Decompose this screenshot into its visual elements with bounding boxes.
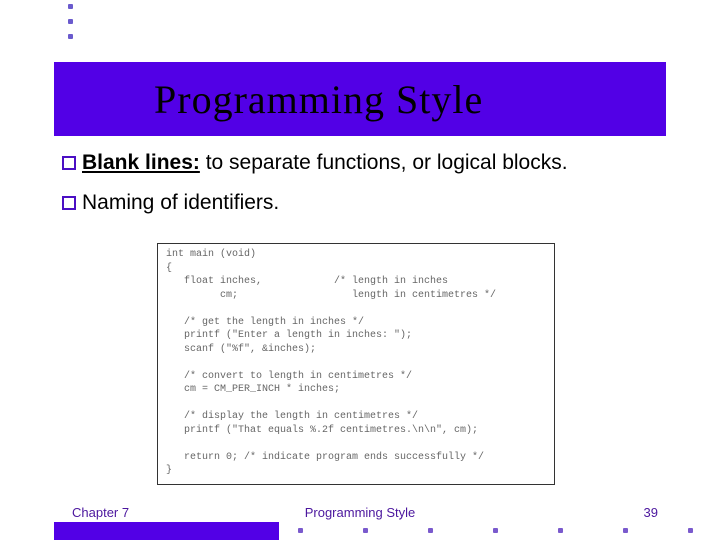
bullet-text: Blank lines: to separate functions, or l… [82, 150, 658, 176]
decor-dot [68, 34, 73, 39]
decor-dot [363, 528, 368, 533]
decor-dot [623, 528, 628, 533]
decor-dot [688, 528, 693, 533]
content-area: Blank lines: to separate functions, or l… [62, 150, 658, 231]
bullet-square-icon [62, 196, 76, 210]
bullet-text: Naming of identifiers. [82, 190, 658, 216]
bullet-item: Blank lines: to separate functions, or l… [62, 150, 658, 176]
title-banner: Programming Style [54, 62, 666, 136]
bottom-decor-dots [298, 528, 693, 533]
top-decor-dots [68, 4, 73, 39]
footer-page-number: 39 [644, 505, 658, 520]
decor-dot [493, 528, 498, 533]
bullet-square-icon [62, 156, 76, 170]
slide-title: Programming Style [154, 76, 483, 123]
decor-dot [428, 528, 433, 533]
bullet-item: Naming of identifiers. [62, 190, 658, 216]
code-example: int main (void) { float inches, /* lengt… [157, 243, 555, 485]
decor-dot [558, 528, 563, 533]
decor-dot [68, 19, 73, 24]
bottom-accent-bar [54, 522, 279, 540]
decor-dot [298, 528, 303, 533]
decor-dot [68, 4, 73, 9]
footer-chapter: Chapter 7 [72, 505, 129, 520]
footer-title: Programming Style [305, 505, 416, 520]
